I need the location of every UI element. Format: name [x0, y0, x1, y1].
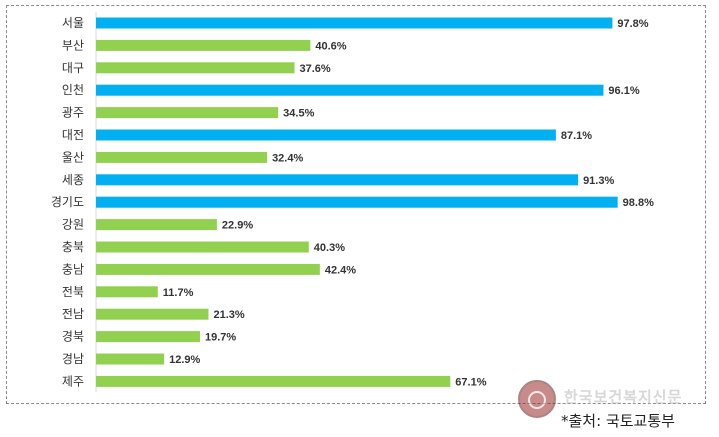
data-label: 91.3%: [583, 175, 614, 187]
category-label: 경남: [62, 352, 84, 366]
data-label: 32.4%: [272, 152, 303, 164]
data-label: 67.1%: [455, 376, 486, 388]
bar: [96, 219, 217, 231]
watermark-text: 한국보건복지신문: [564, 388, 683, 406]
data-label: 19.7%: [205, 332, 236, 344]
data-label: 22.9%: [222, 220, 253, 232]
bar: [96, 375, 451, 387]
bar: [96, 196, 618, 208]
bar: [96, 353, 165, 365]
bar: [96, 129, 556, 141]
bar: [96, 84, 604, 96]
bar: [96, 62, 295, 74]
category-label: 전북: [62, 285, 84, 299]
chart-frame: [6, 5, 706, 404]
category-label: 전남: [62, 307, 84, 321]
bar: [96, 331, 201, 343]
data-label: 87.1%: [561, 130, 592, 142]
data-label: 40.6%: [315, 40, 346, 52]
data-label: 42.4%: [325, 264, 356, 276]
bar: [96, 174, 579, 186]
category-label: 제주: [62, 374, 84, 388]
data-label: 21.3%: [213, 309, 244, 321]
category-label: 인천: [62, 82, 84, 97]
bar: [96, 308, 209, 320]
data-label: 12.9%: [169, 354, 200, 366]
category-label: 부산: [62, 38, 84, 52]
data-label: 97.8%: [617, 18, 648, 30]
data-label: 98.8%: [623, 197, 654, 209]
bar: [96, 241, 309, 253]
watermark: 한국보건복지신문: [518, 380, 708, 420]
bar: [96, 107, 279, 119]
category-label: 서울: [62, 16, 84, 30]
bar: [96, 286, 158, 298]
category-label: 경기도: [51, 195, 84, 209]
category-label: 울산: [62, 150, 84, 164]
category-label: 광주: [62, 106, 84, 120]
bar: [96, 263, 320, 275]
category-label: 대전: [62, 128, 84, 142]
category-label: 강원: [62, 218, 84, 232]
category-label: 대구: [62, 61, 84, 75]
data-label: 34.5%: [283, 108, 314, 120]
bar: [96, 151, 268, 163]
source-note: *출처: 국토교통부: [561, 412, 675, 430]
category-label: 경북: [62, 330, 84, 344]
bar: [96, 17, 613, 29]
category-label: 세종: [62, 173, 84, 187]
category-label: 충남: [62, 262, 84, 276]
data-label: 11.7%: [163, 287, 194, 299]
category-label: 충북: [62, 240, 84, 254]
pen-nib-icon: [518, 380, 556, 418]
data-label: 96.1%: [608, 85, 639, 97]
data-label: 37.6%: [300, 63, 331, 75]
data-label: 40.3%: [314, 242, 345, 254]
bar: [96, 39, 311, 51]
